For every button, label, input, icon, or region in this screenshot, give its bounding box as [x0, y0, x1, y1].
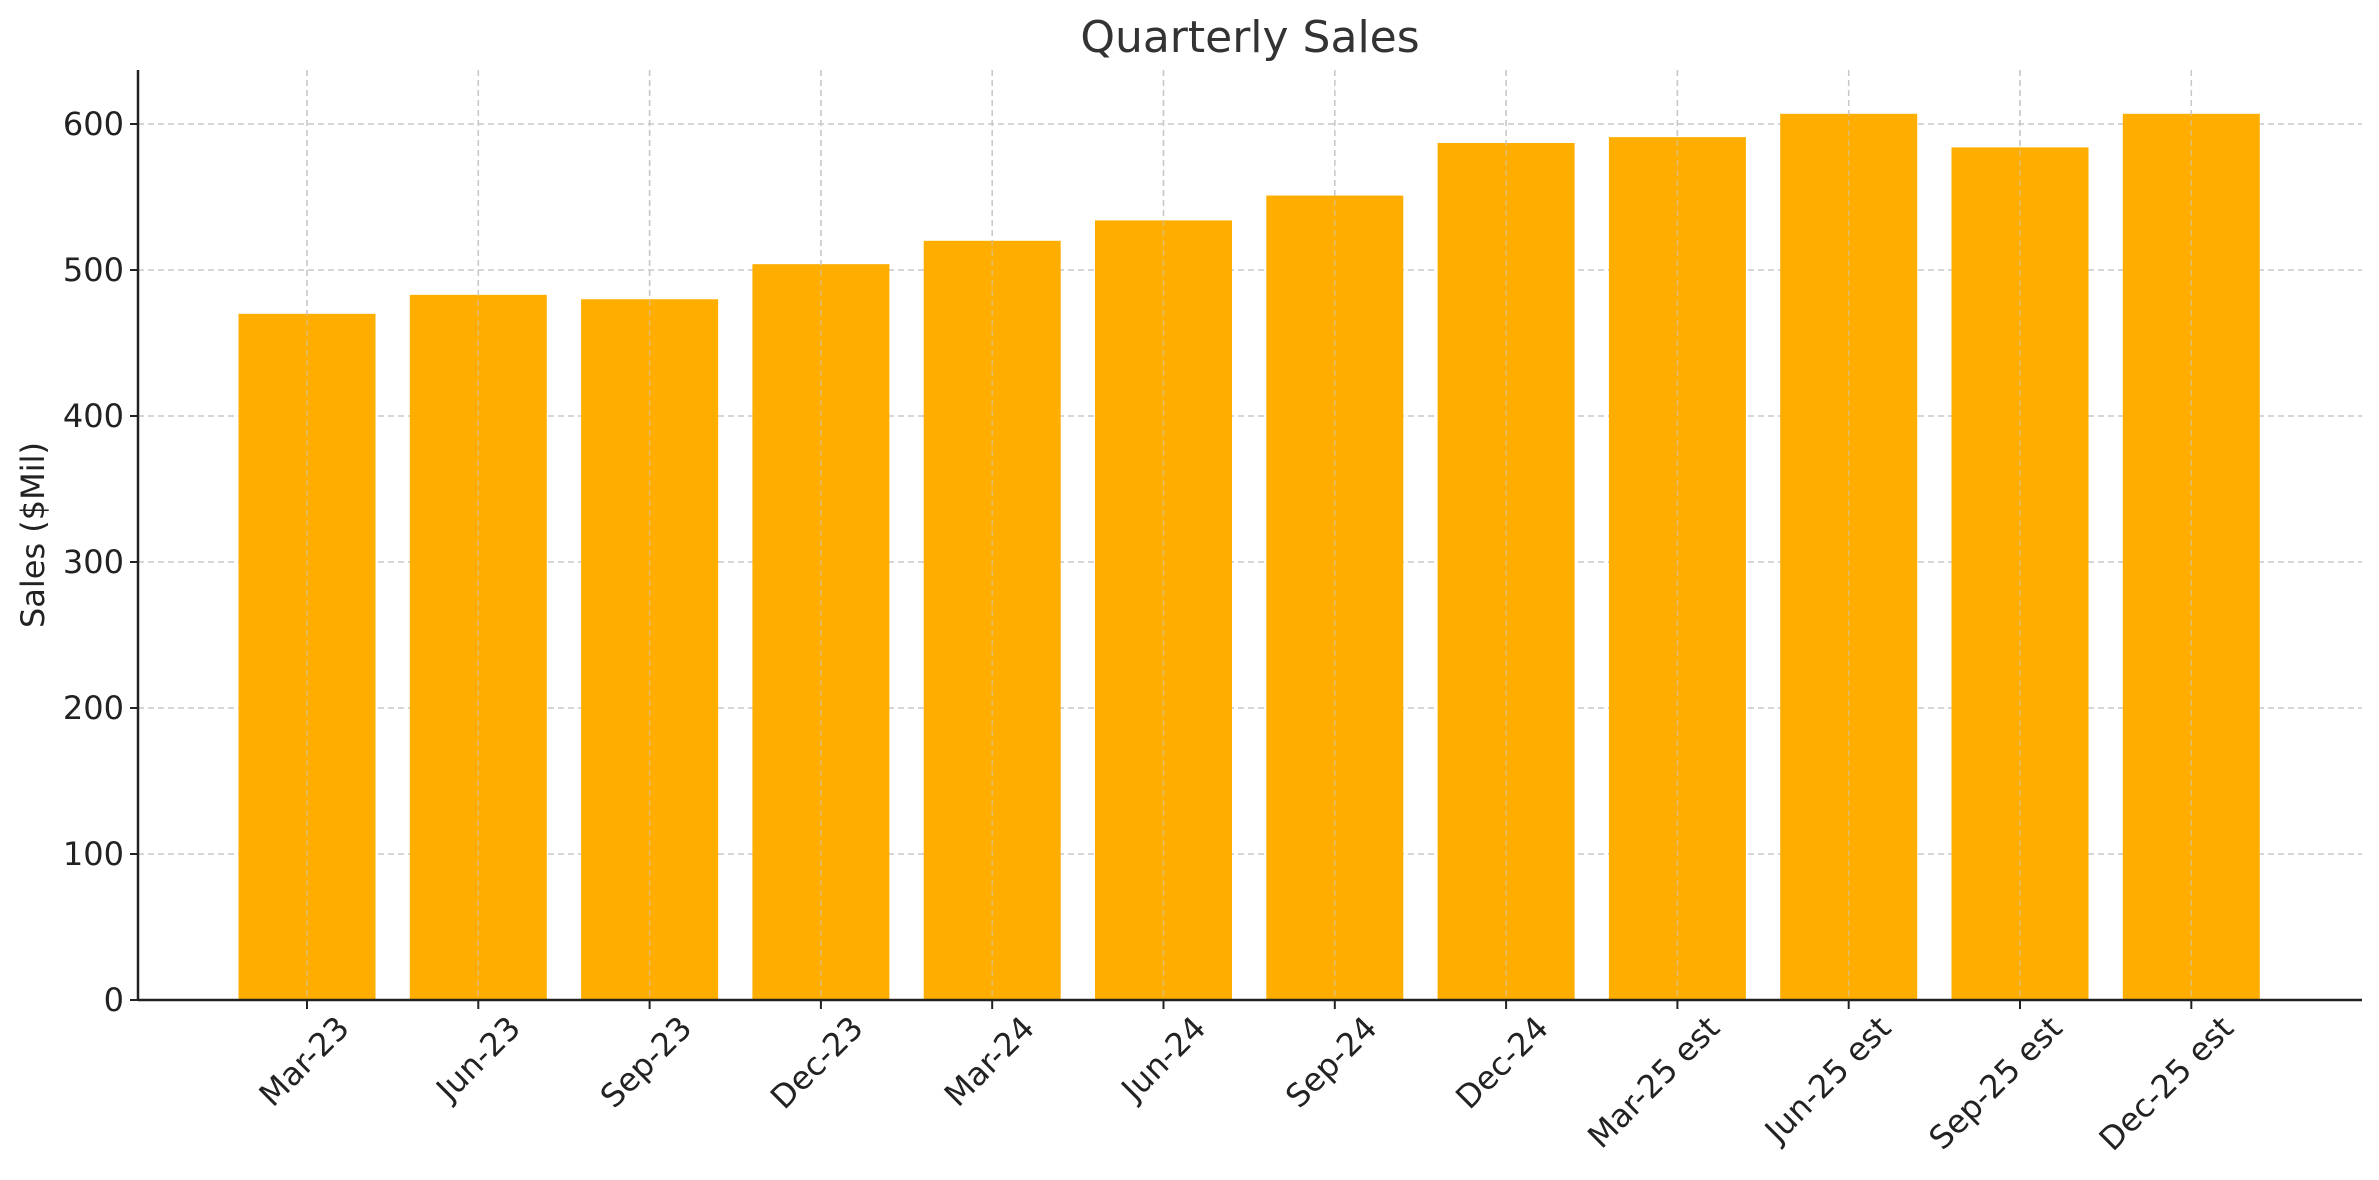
x-tick-label: Jun-23: [427, 1009, 528, 1110]
x-tick-label: Dec-23: [763, 1009, 871, 1117]
x-tick-label: Mar-24: [937, 1009, 1042, 1114]
y-axis-label: Sales ($Mil): [14, 442, 52, 628]
x-tick-label: Dec-25 est: [2092, 1009, 2241, 1158]
x-tick-label: Sep-25 est: [1921, 1009, 2069, 1157]
y-tick-label: 600: [63, 105, 124, 143]
axes: [136, 70, 2362, 1002]
x-tick-label: Sep-24: [1278, 1009, 1384, 1115]
x-tick-label: Sep-23: [593, 1009, 699, 1115]
bars: [238, 70, 2260, 1001]
x-ticks: Mar-23 Jun-23 Sep-23 Dec-23 Mar-24 Jun-24 Sep-…: [252, 1000, 2241, 1158]
bar[interactable]: [1266, 195, 1404, 1000]
y-tick-label: 300: [63, 543, 124, 581]
x-tick-label: Dec-24: [1448, 1009, 1556, 1117]
y-tick-label: 400: [63, 397, 124, 435]
y-ticks: 0 100 200 300 400 500 600: [63, 105, 138, 1019]
bar[interactable]: [1780, 113, 1918, 1000]
y-tick-label: 100: [63, 835, 124, 873]
y-tick-label: 200: [63, 689, 124, 727]
x-tick-label: Jun-25 est: [1756, 1009, 1898, 1151]
x-tick-label: Mar-23: [252, 1009, 357, 1114]
bar[interactable]: [2122, 113, 2260, 1000]
x-tick-label: Mar-25 est: [1580, 1009, 1727, 1156]
y-tick-label: 500: [63, 251, 124, 289]
x-tick-label: Jun-24: [1113, 1009, 1214, 1110]
bar[interactable]: [238, 313, 376, 1000]
chart-title: Quarterly Sales: [1080, 12, 1419, 63]
y-tick-label: 0: [104, 981, 124, 1019]
